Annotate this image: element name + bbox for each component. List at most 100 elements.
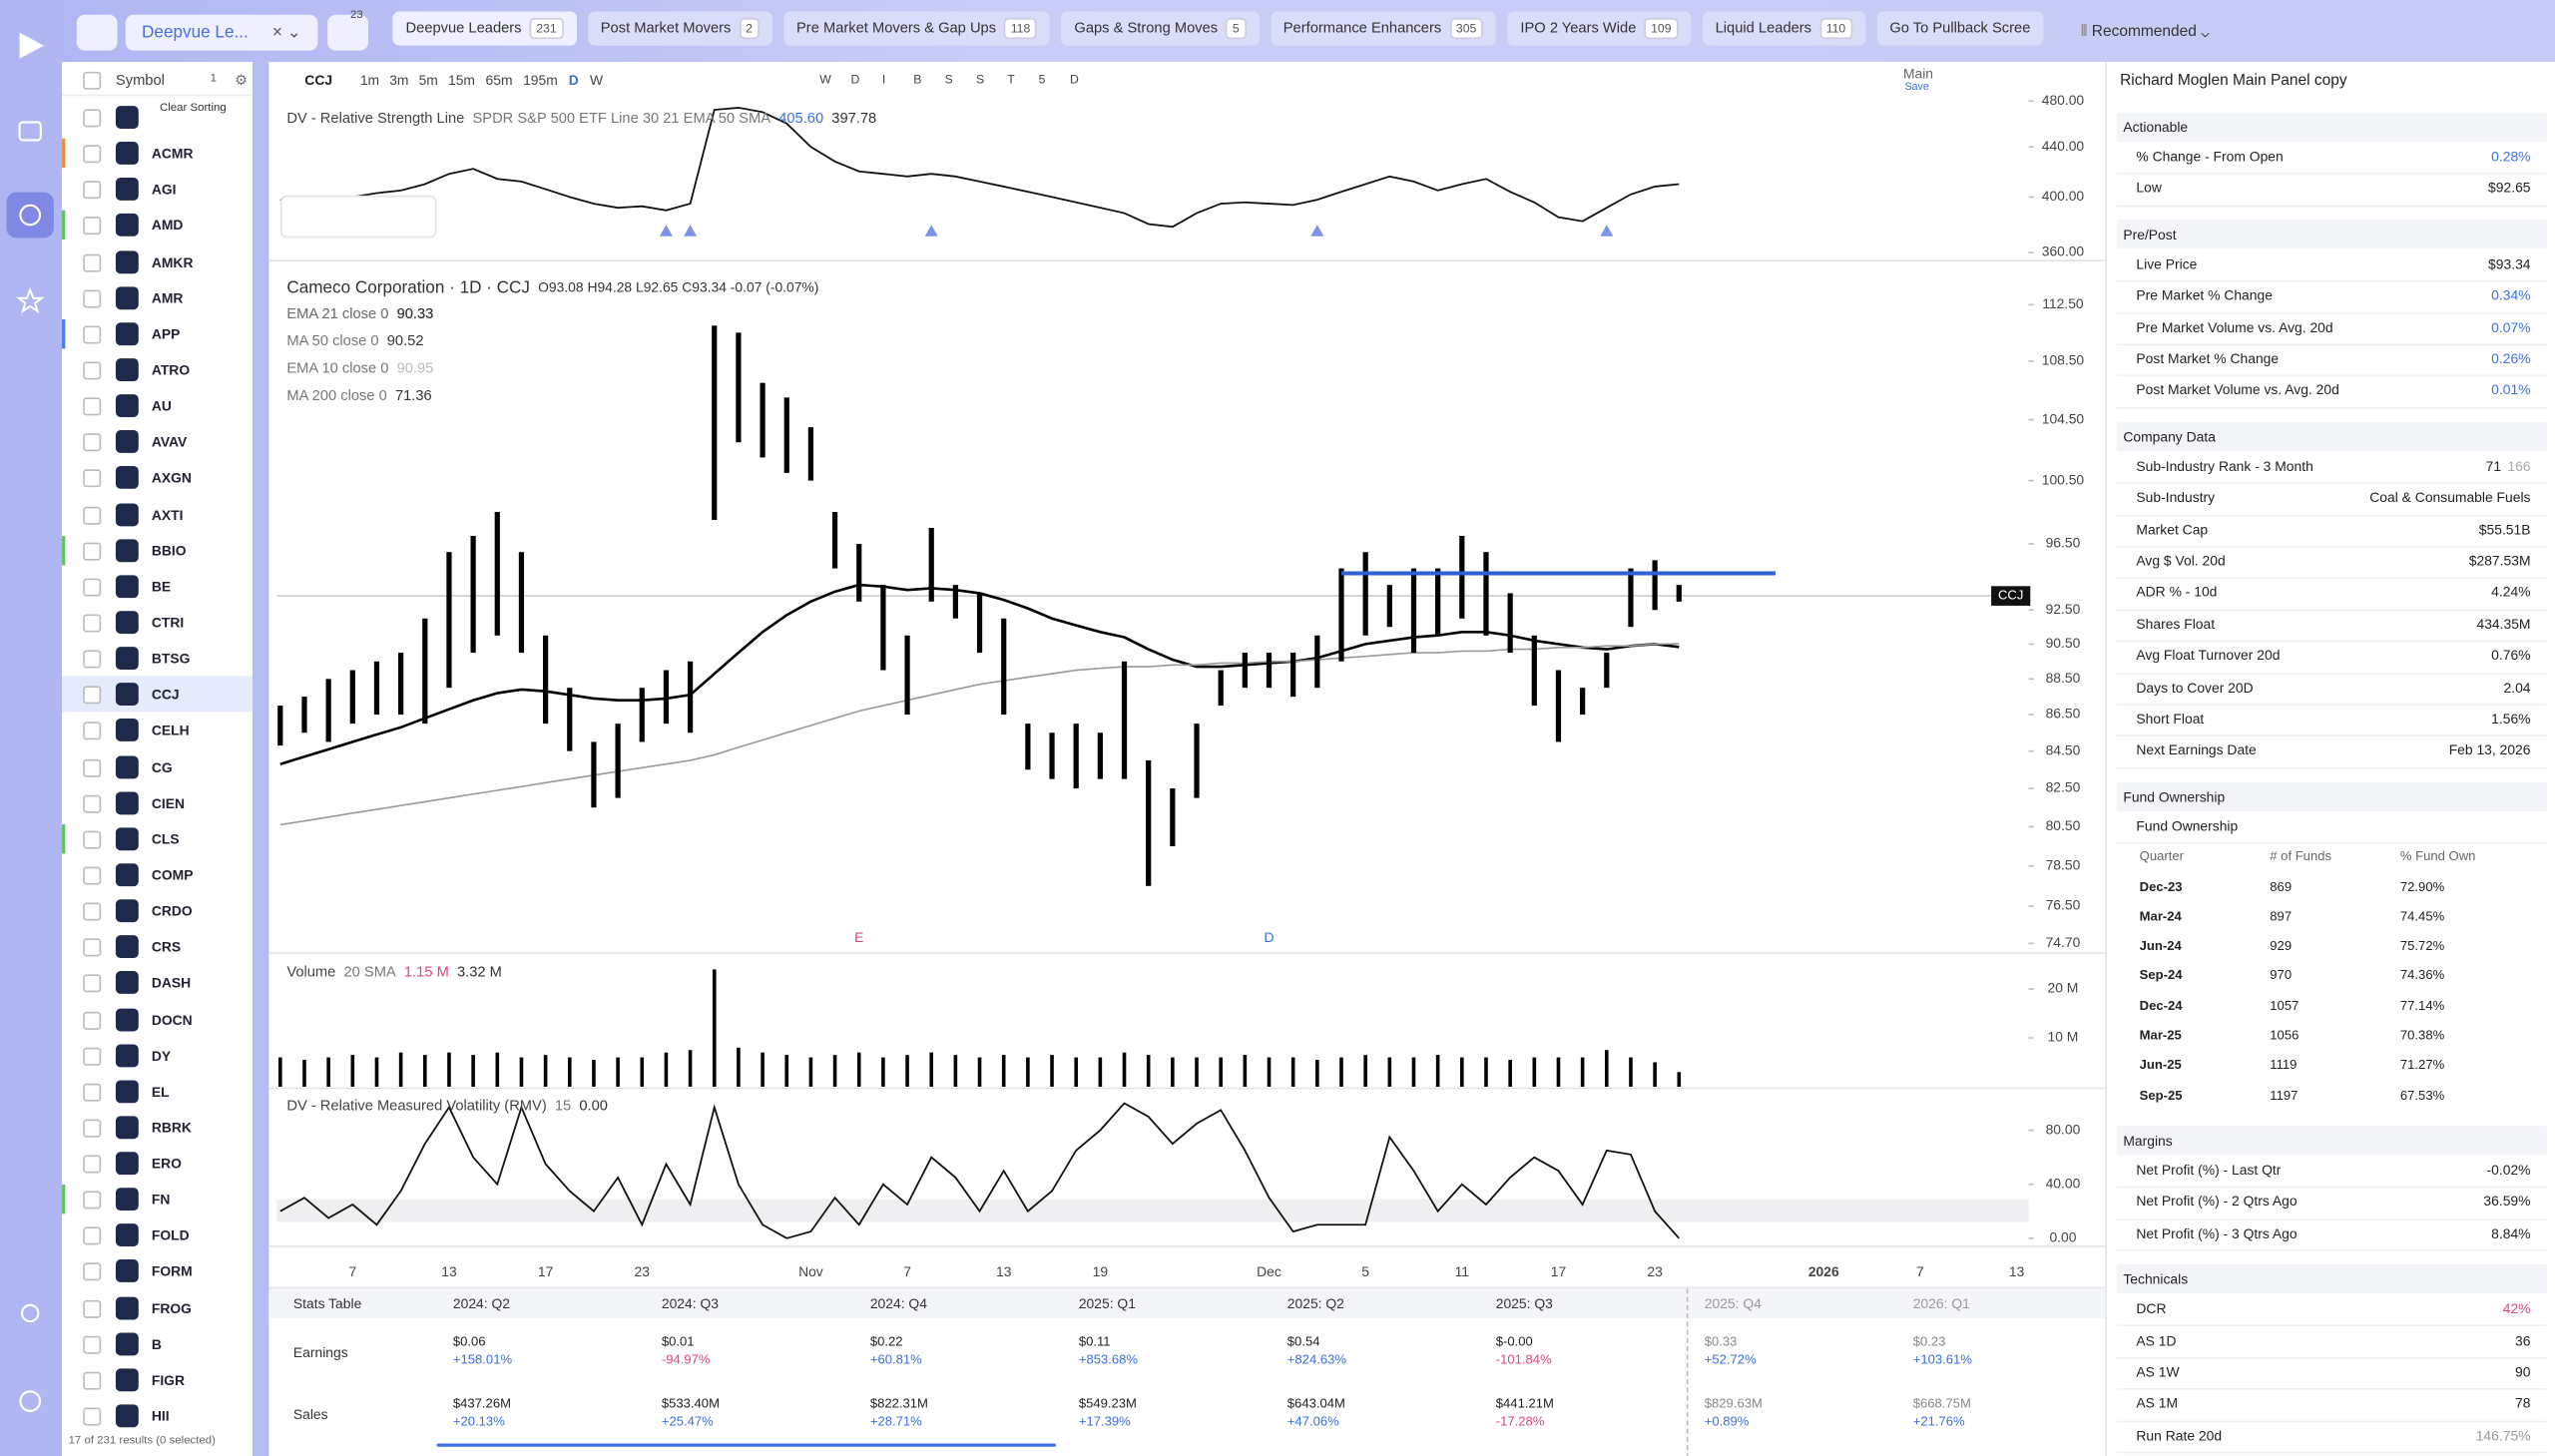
checkbox[interactable] (83, 252, 102, 271)
checkbox[interactable] (83, 614, 102, 633)
symbol-row[interactable]: COMP (62, 857, 253, 893)
checkbox[interactable] (83, 145, 102, 164)
toolbar-button[interactable]: D (850, 71, 860, 87)
tab[interactable]: Liquid Leaders 110 (1702, 11, 1865, 46)
section-title[interactable]: Margins (2123, 1132, 2173, 1149)
checkbox[interactable] (83, 1335, 102, 1354)
symbol-row[interactable]: FROG (62, 1289, 253, 1325)
search-button[interactable] (76, 14, 118, 51)
checkbox[interactable] (83, 1083, 102, 1102)
checkbox[interactable] (83, 1263, 102, 1282)
symbol-row[interactable]: AMKR (62, 243, 253, 279)
checkbox[interactable] (83, 469, 102, 488)
checkbox[interactable] (83, 974, 102, 993)
checkbox[interactable] (83, 542, 102, 561)
interval-button[interactable]: 15m (447, 71, 475, 89)
symbol-row[interactable]: CLS (62, 821, 253, 857)
nav-icon[interactable] (15, 286, 45, 314)
tab[interactable]: Performance Enhancers 305 (1270, 11, 1496, 46)
interval-button[interactable]: 1m (359, 71, 380, 89)
panel-title[interactable]: Richard Moglen Main Panel copy (2120, 71, 2347, 90)
tab[interactable]: Pre Market Movers & Gap Ups 118 (782, 11, 1050, 46)
symbol-row[interactable]: AU (62, 388, 253, 424)
symbol-row[interactable]: AXTI (62, 496, 253, 532)
nav-icon[interactable] (20, 1303, 40, 1323)
drawing-tools[interactable] (279, 195, 437, 239)
scrollbar[interactable] (436, 1443, 1056, 1447)
symbol-row[interactable]: ACMR (62, 136, 253, 172)
section-title[interactable]: Actionable (2123, 119, 2189, 136)
checkbox[interactable] (83, 505, 102, 524)
checkbox[interactable] (83, 1191, 102, 1210)
checkbox[interactable] (83, 433, 102, 452)
nav-icon[interactable] (19, 1390, 42, 1412)
interval-button[interactable]: 195m (523, 71, 558, 89)
toolbar-button[interactable]: S (944, 71, 953, 87)
checkbox[interactable] (83, 686, 102, 705)
sub-title[interactable]: Fund Ownership (2136, 817, 2239, 834)
toolbar-button[interactable]: W (819, 71, 831, 87)
layout-save[interactable]: Save (1904, 81, 1929, 94)
checkbox[interactable] (83, 289, 102, 308)
symbol-row[interactable]: AGI (62, 172, 253, 208)
symbol-row[interactable]: CTRI (62, 605, 253, 641)
symbol-row[interactable]: FORM (62, 1253, 253, 1289)
symbol-row[interactable]: B (62, 1326, 253, 1362)
toolbar-button[interactable]: T (1007, 71, 1015, 87)
interval-button[interactable]: 5m (418, 71, 438, 89)
checkbox[interactable] (83, 1226, 102, 1245)
symbol-row[interactable]: CELH (62, 713, 253, 748)
symbol-row[interactable]: DASH (62, 965, 253, 1001)
toolbar-button[interactable]: S (975, 71, 985, 87)
toolbar-button[interactable]: I (881, 71, 886, 87)
symbol-row[interactable]: FOLD (62, 1217, 253, 1253)
nav-icon[interactable] (18, 121, 42, 142)
symbol-row[interactable]: ERO (62, 1146, 253, 1182)
section-title[interactable]: Pre/Post (2123, 226, 2177, 243)
symbol-row[interactable]: BTSG (62, 641, 253, 677)
symbol-row[interactable]: FN (62, 1182, 253, 1217)
nav-icon[interactable] (19, 204, 42, 227)
nav-active[interactable] (6, 192, 54, 239)
symbol-row[interactable]: CRS (62, 929, 253, 965)
section-title[interactable]: Technicals (2123, 1270, 2189, 1287)
section-title[interactable]: Fund Ownership (2123, 787, 2226, 805)
checkbox[interactable] (83, 830, 102, 849)
symbol-row[interactable]: HII (62, 1398, 253, 1434)
symbol-row[interactable]: ATRO (62, 352, 253, 388)
tab[interactable]: IPO 2 Years Wide 109 (1507, 11, 1692, 46)
interval-button[interactable]: 65m (485, 71, 513, 89)
checkbox[interactable] (83, 866, 102, 885)
toolbar-button[interactable]: D (1069, 71, 1079, 87)
symbol-row[interactable]: CG (62, 748, 253, 784)
tab[interactable]: Post Market Movers 2 (587, 11, 772, 46)
checkbox[interactable] (83, 397, 102, 416)
checkbox[interactable] (83, 758, 102, 776)
checkbox[interactable] (83, 181, 102, 200)
symbol-row[interactable]: AVAV (62, 424, 253, 460)
tab[interactable]: Go To Pullback Scree (1876, 11, 2044, 46)
layout-name[interactable]: Main (1902, 65, 1934, 82)
checkbox[interactable] (83, 217, 102, 236)
sort-select[interactable]: ⫴ Recommended ⌄ (2080, 22, 2210, 41)
symbol-row[interactable]: BE (62, 568, 253, 604)
checkbox[interactable] (83, 650, 102, 669)
checkbox[interactable] (83, 1407, 102, 1426)
toolbar-button[interactable]: 5 (1038, 71, 1046, 87)
symbol-row[interactable]: EL (62, 1074, 253, 1110)
toolbar-button[interactable]: B (913, 71, 922, 87)
checkbox[interactable] (83, 1011, 102, 1030)
checkbox[interactable] (83, 1047, 102, 1066)
checkbox[interactable] (83, 578, 102, 597)
filter-button[interactable]: 23 (327, 10, 368, 51)
symbol-row[interactable]: AXGN (62, 460, 253, 496)
symbol-row[interactable]: DY (62, 1037, 253, 1073)
checkbox[interactable] (83, 794, 102, 813)
symbol-row[interactable]: APP (62, 315, 253, 351)
checkbox[interactable] (83, 71, 102, 90)
symbol-row[interactable]: CRDO (62, 893, 253, 929)
interval-button[interactable]: 3m (389, 71, 409, 89)
checkbox[interactable] (83, 902, 102, 921)
toolbar-symbol[interactable]: CCJ (304, 71, 333, 89)
symbol-row[interactable]: CIEN (62, 784, 253, 820)
